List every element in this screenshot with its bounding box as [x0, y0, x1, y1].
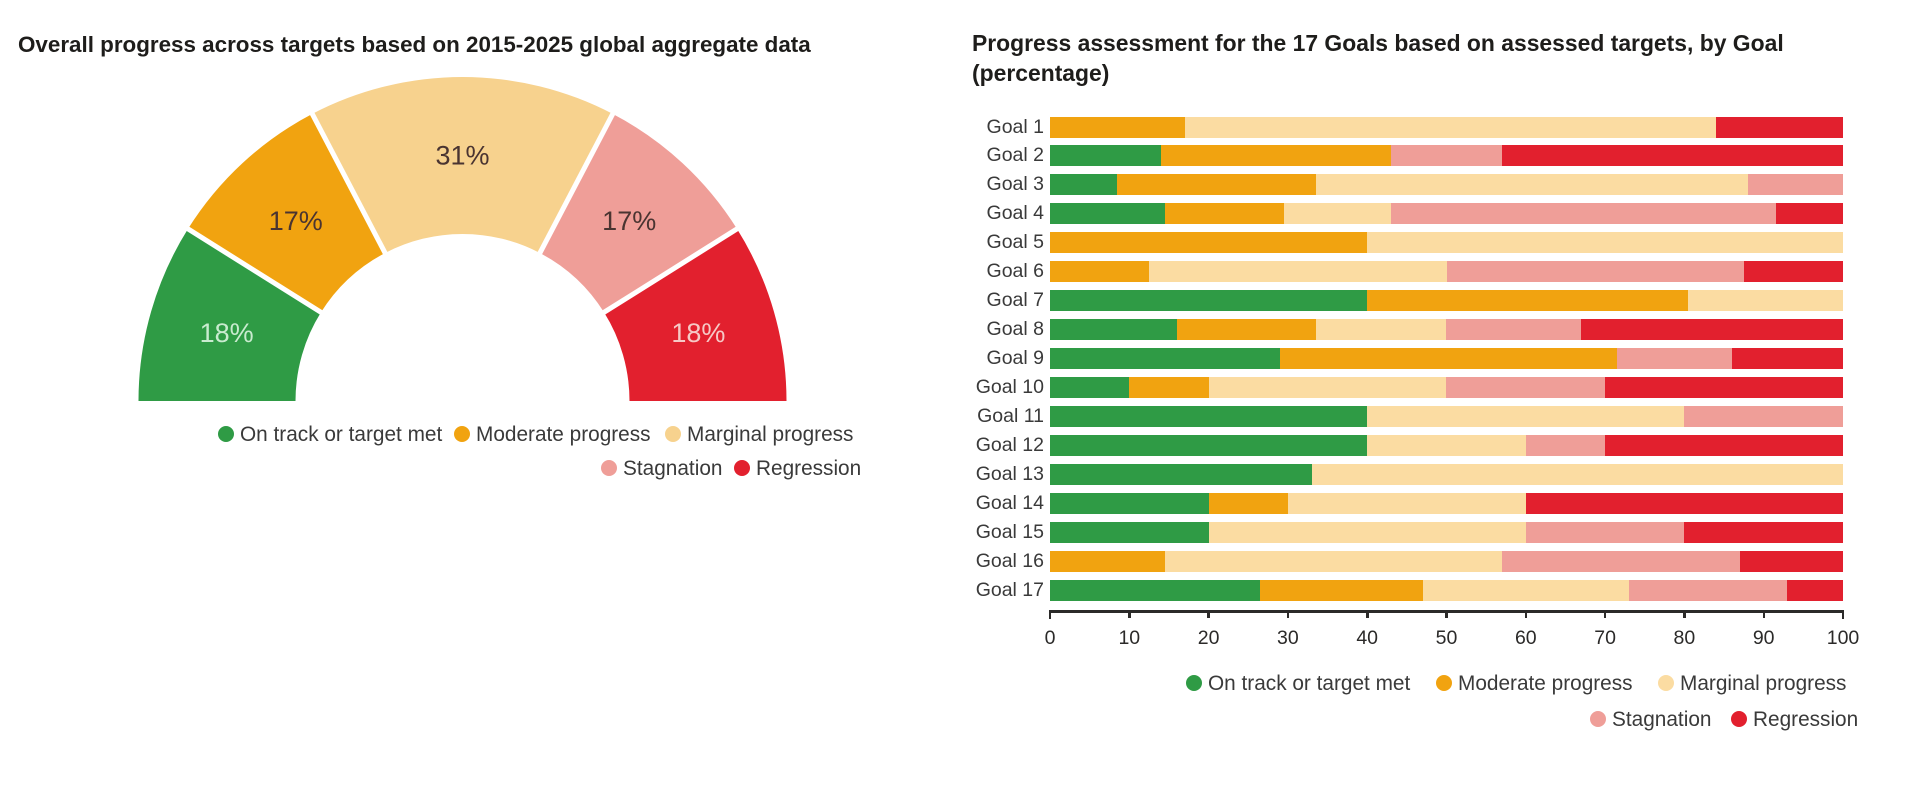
svg-text:17%: 17%: [269, 206, 323, 236]
svg-text:18%: 18%: [671, 318, 725, 348]
svg-text:17%: 17%: [602, 206, 656, 236]
svg-text:31%: 31%: [435, 141, 489, 171]
svg-text:18%: 18%: [200, 318, 254, 348]
